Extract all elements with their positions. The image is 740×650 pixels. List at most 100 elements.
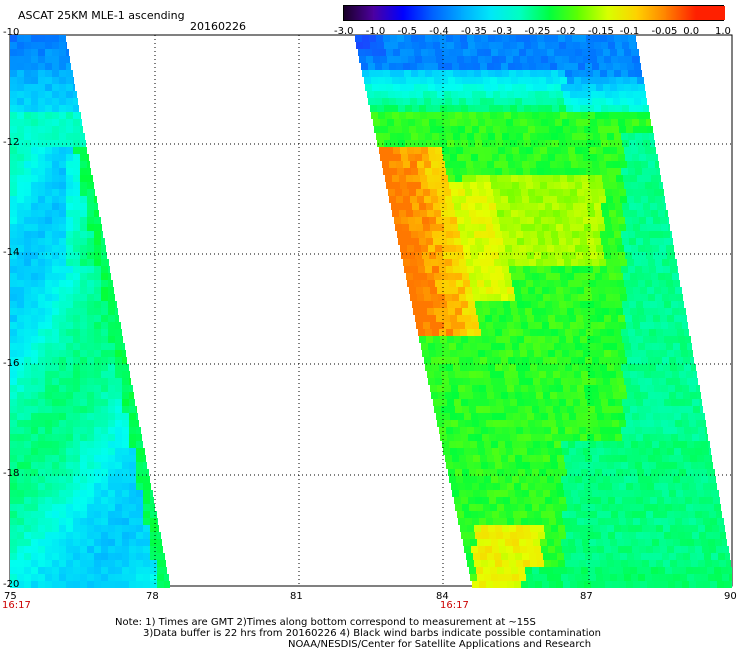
swath-cell xyxy=(698,560,705,567)
swath-cell xyxy=(519,245,526,252)
swath-cell xyxy=(443,252,450,259)
swath-cell xyxy=(670,231,672,238)
swath-cell xyxy=(502,133,509,140)
swath-cell xyxy=(101,224,102,231)
swath-cell xyxy=(115,343,122,350)
swath-cell xyxy=(598,287,605,294)
swath-cell xyxy=(52,77,59,84)
swath-cell xyxy=(434,308,441,315)
swath-cell xyxy=(541,546,548,553)
swath-cell xyxy=(94,420,101,427)
swath-cell xyxy=(432,231,439,238)
swath-cell xyxy=(66,483,73,490)
swath-cell xyxy=(31,252,38,259)
swath-cell xyxy=(647,287,654,294)
swath-cell xyxy=(516,70,523,77)
swath-cell xyxy=(646,511,653,518)
swath-cell xyxy=(534,413,541,420)
swath-cell xyxy=(461,203,468,210)
swath-cell xyxy=(439,427,446,434)
swath-cell xyxy=(590,154,597,161)
swath-cell xyxy=(66,385,73,392)
swath-cell xyxy=(17,210,24,217)
swath-cell xyxy=(522,63,529,70)
swath-cell xyxy=(642,231,649,238)
swath-cell xyxy=(436,56,443,63)
swath-cell xyxy=(94,539,101,546)
swath-cell xyxy=(586,427,593,434)
swath-cell xyxy=(713,532,720,539)
swath-cell xyxy=(540,476,547,483)
swath-cell xyxy=(660,252,667,259)
swath-cell xyxy=(17,553,24,560)
swath-cell xyxy=(87,441,94,448)
swath-cell xyxy=(38,245,45,252)
swath-cell xyxy=(45,224,52,231)
swath-cell xyxy=(10,273,17,280)
swath-cell xyxy=(468,140,475,147)
swath-cell xyxy=(482,42,489,49)
swath-cell xyxy=(94,350,101,357)
swath-cell xyxy=(531,238,538,245)
swath-cell xyxy=(542,224,549,231)
swath-cell xyxy=(407,280,414,287)
swath-cell xyxy=(440,301,447,308)
swath-cell xyxy=(468,399,475,406)
swath-cell xyxy=(416,91,423,98)
swath-cell xyxy=(529,294,536,301)
swath-cell xyxy=(462,469,469,476)
swath-cell xyxy=(552,434,559,441)
swath-cell xyxy=(45,343,52,350)
swath-cell xyxy=(17,140,24,147)
swath-cell xyxy=(469,371,476,378)
swath-cell xyxy=(490,175,497,182)
swath-cell xyxy=(612,518,619,525)
swath-cell xyxy=(589,539,596,546)
swath-cell xyxy=(511,308,518,315)
swath-cell xyxy=(670,364,677,371)
swath-cell xyxy=(598,189,605,196)
swath-cell xyxy=(601,336,608,343)
swath-cell xyxy=(605,322,612,329)
swath-cell xyxy=(24,462,31,469)
swath-cell xyxy=(395,126,402,133)
swath-cell xyxy=(643,336,650,343)
swath-cell xyxy=(484,539,491,546)
swath-cell xyxy=(52,455,59,462)
swath-cell xyxy=(17,532,24,539)
swath-cell xyxy=(66,259,73,266)
swath-cell xyxy=(411,168,418,175)
swath-cell xyxy=(559,105,566,112)
swath-cell xyxy=(80,329,87,336)
swath-cell xyxy=(705,560,712,567)
swath-cell xyxy=(557,63,564,70)
swath-cell xyxy=(17,189,24,196)
swath-cell xyxy=(549,420,556,427)
swath-cell xyxy=(482,336,489,343)
swath-cell xyxy=(136,483,143,490)
swath-cell xyxy=(684,329,689,336)
swath-cell xyxy=(423,189,430,196)
swath-cell xyxy=(599,490,606,497)
swath-cell xyxy=(619,483,626,490)
swath-cell xyxy=(451,322,458,329)
swath-cell xyxy=(528,483,535,490)
swath-cell xyxy=(575,280,582,287)
swath-cell xyxy=(482,399,489,406)
swath-cell xyxy=(80,413,87,420)
swath-cell xyxy=(150,546,157,553)
swath-cell xyxy=(454,301,461,308)
swath-cell xyxy=(501,161,508,168)
swath-cell xyxy=(122,525,129,532)
swath-cell xyxy=(441,77,448,84)
swath-cell xyxy=(483,469,490,476)
swath-cell xyxy=(527,413,534,420)
swath-cell xyxy=(600,266,607,273)
swath-cell xyxy=(640,287,647,294)
swath-cell xyxy=(24,182,31,189)
swath-cell xyxy=(541,350,548,357)
swath-cell xyxy=(671,238,673,245)
swath-cell xyxy=(609,371,616,378)
swath-cell xyxy=(652,280,659,287)
swath-cell xyxy=(477,84,484,91)
